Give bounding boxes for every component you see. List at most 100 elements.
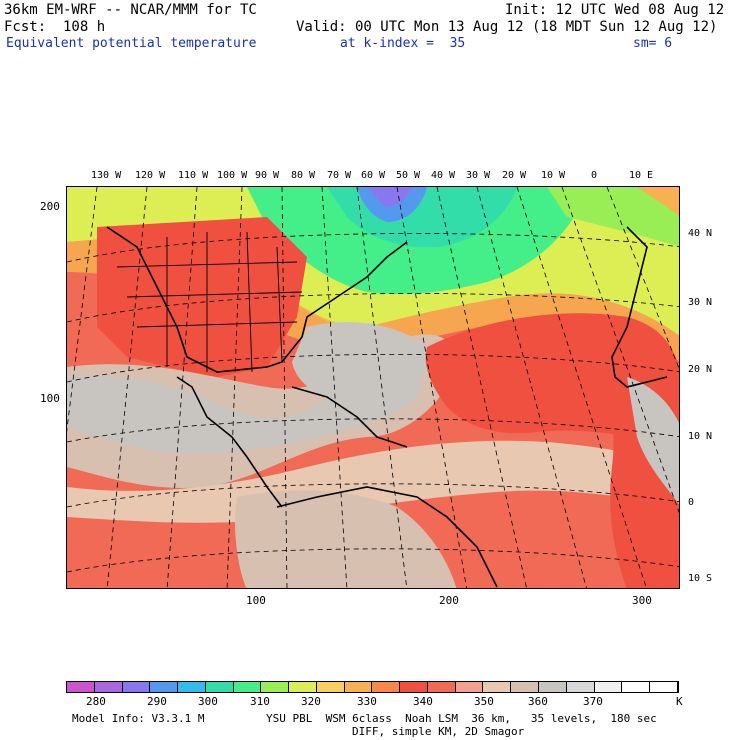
colorbar-label: 310 — [250, 695, 270, 708]
lat-line-20n — [67, 353, 679, 383]
lon-label: 120 W — [135, 170, 166, 181]
init-time: Init: 12 UTC Wed 08 Aug 12 — [505, 2, 725, 18]
colorbar-label: 290 — [147, 695, 167, 708]
lon-label: 80 W — [291, 170, 316, 181]
forecast-hour: Fcst: 108 h — [4, 19, 106, 35]
lat-line-0 — [67, 483, 679, 508]
colorbar — [66, 681, 679, 693]
colorbar-swatch — [372, 682, 401, 692]
lon-label: 90 W — [255, 170, 280, 181]
colorbar-label: 330 — [357, 695, 377, 708]
colorbar-label: 350 — [474, 695, 494, 708]
sahara-grey — [627, 377, 679, 505]
map-canvas — [67, 187, 679, 588]
colorbar-swatch — [650, 682, 678, 692]
colorbar-swatch — [511, 682, 540, 692]
model-info: Model Info: V3.3.1 M — [72, 712, 205, 725]
colorbar-swatch — [483, 682, 512, 692]
colorbar-swatch — [344, 682, 373, 692]
lon-line-g — [356, 187, 408, 588]
lat-line-10n — [67, 418, 679, 443]
na-coast — [106, 226, 408, 373]
orange-corner — [637, 187, 679, 216]
lat-label: 20 N — [688, 364, 713, 375]
colorbar-swatch — [205, 682, 234, 692]
yellow-green-region — [547, 187, 679, 247]
colorbar-label: K — [676, 695, 683, 708]
smoothing-label: sm= 6 — [633, 36, 673, 51]
lon-label: 10 W — [541, 170, 566, 181]
colorbar-swatch — [539, 682, 567, 692]
colorbar-swatch — [316, 682, 345, 692]
colorbar-swatch — [261, 682, 290, 692]
valid-time: Valid: 00 UTC Mon 13 Aug 12 (18 MDT Sun … — [296, 19, 718, 35]
lon-label: 10 E — [629, 170, 654, 181]
theta-e-map — [66, 186, 680, 589]
grey-zone — [67, 362, 421, 454]
north-america-warm — [97, 217, 307, 377]
grid-x-label-100: 100 — [246, 594, 266, 607]
colorbar-swatch — [566, 682, 595, 692]
colorbar-swatch — [400, 682, 428, 692]
lon-line-m — [606, 187, 679, 370]
colorbar-label: 320 — [301, 695, 321, 708]
lat-line-10s — [67, 548, 679, 573]
africa-europe-coast — [611, 226, 668, 388]
colorbar-swatch — [233, 682, 262, 692]
lon-label: 60 W — [361, 170, 386, 181]
lon-line-i — [436, 187, 527, 588]
lon-label: 0 — [591, 170, 598, 181]
colorbar-swatch — [67, 682, 95, 692]
colorbar-swatch — [622, 682, 651, 692]
colorbar-swatch — [178, 682, 206, 692]
lon-label: 30 W — [466, 170, 491, 181]
grid-y-label-200: 200 — [40, 200, 60, 213]
south-america-land — [235, 490, 457, 588]
lat-label: 0 — [688, 497, 695, 508]
field-name: Equivalent potential temperature — [6, 36, 257, 51]
physics-info: YSU PBL WSM 6class Noah LSM 36 km, 35 le… — [266, 712, 657, 725]
grey-zone-north — [292, 322, 429, 403]
lon-line-a — [67, 187, 98, 433]
lon-label: 40 W — [431, 170, 456, 181]
model-title: 36km EM-WRF -- NCAR/MMM for TC — [4, 2, 257, 18]
lat-label: 30 N — [688, 297, 713, 308]
grid-x-label-300: 300 — [632, 594, 652, 607]
diffusion-info: DIFF, simple KM, 2D Smagor — [352, 725, 525, 738]
grid-y-label-100: 100 — [40, 392, 60, 405]
lon-label: 100 W — [217, 170, 248, 181]
colorbar-label: 370 — [583, 695, 603, 708]
lon-line-f — [321, 187, 348, 588]
level-label: at k-index = 35 — [340, 36, 466, 51]
caribbean-islands — [291, 386, 408, 448]
colorbar-label: 300 — [198, 695, 218, 708]
lon-label: 70 W — [327, 170, 352, 181]
colorbar-swatch — [289, 682, 317, 692]
colorbar-label: 360 — [528, 695, 548, 708]
lat-label: 10 S — [688, 573, 713, 584]
lon-label: 20 W — [502, 170, 527, 181]
colorbar-swatch — [122, 682, 151, 692]
central-america-coast — [176, 376, 283, 508]
colorbar-swatch — [94, 682, 123, 692]
lat-label: 10 N — [688, 431, 713, 442]
grid-x-label-200: 200 — [439, 594, 459, 607]
lon-label: 130 W — [91, 170, 122, 181]
colorbar-label: 340 — [413, 695, 433, 708]
lon-label: 110 W — [178, 170, 209, 181]
colorbar-swatch — [150, 682, 179, 692]
lon-line-d — [226, 187, 243, 588]
lon-label: 50 W — [396, 170, 421, 181]
south-america-coast — [276, 486, 498, 588]
lon-line-k — [516, 187, 647, 588]
lon-line-j — [476, 187, 587, 588]
lat-line-30n — [67, 293, 679, 323]
colorbar-swatch — [594, 682, 623, 692]
lat-label: 40 N — [688, 228, 713, 239]
colorbar-label: 280 — [86, 695, 106, 708]
lon-line-c — [166, 187, 198, 588]
southern-beige-band — [67, 440, 679, 523]
colorbar-swatch — [455, 682, 484, 692]
colorbar-swatch — [427, 682, 456, 692]
state-borders — [116, 231, 303, 373]
